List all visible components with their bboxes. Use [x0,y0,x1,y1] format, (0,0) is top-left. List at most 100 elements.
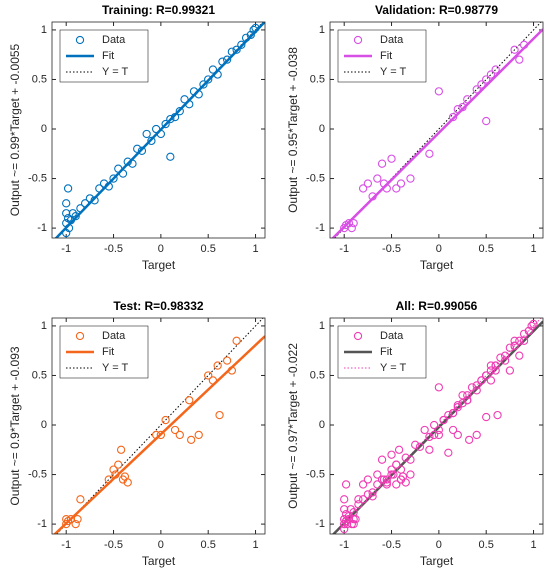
data-point [379,179,389,188]
fit-line [331,28,543,238]
data-point [486,376,496,385]
legend-marker [353,331,363,341]
x-tick-label: -0.5 [104,243,123,255]
y-tick-label: -0.5 [28,468,47,480]
data-point [382,184,391,193]
data-point [340,514,349,524]
x-tick-label: 0.5 [201,539,216,551]
x-tick-label: -1 [339,243,349,255]
legend-label: Data [380,330,404,342]
data-point [137,146,147,155]
legend-label: Y = T [102,362,128,374]
data-point [379,475,389,484]
data-point [472,85,481,94]
subplot: Training: R=0.99321 Target Output ~= 0.99*… [8,3,266,272]
data-point [482,371,491,380]
x-tick-label: 0 [436,243,442,255]
identity-line [334,22,542,238]
legend-marker [75,35,85,45]
y-tick-label: -1 [37,222,47,234]
data-point [80,199,90,208]
data-point [425,432,434,442]
data-point [368,488,377,497]
data-point [68,209,77,218]
x-tick-label: -0.5 [382,243,401,255]
x-tick-label: 1 [530,539,536,551]
legend-label: Y = T [102,66,128,78]
x-tick-label: -1 [61,243,71,255]
plot-content [331,22,543,238]
data-point [187,435,196,445]
axes-box [329,317,544,535]
legend-label: Fit [380,50,392,62]
data-point [373,174,382,183]
y-tick-label: 0 [41,123,47,135]
legend-label: Fit [102,50,114,62]
data-point [166,152,175,161]
data-point [351,514,360,524]
axes-box [51,21,266,239]
data-point [486,366,496,375]
y-tick-label: -1 [315,518,325,530]
data-point [227,47,237,56]
data-point [458,103,467,112]
data-point [519,40,529,49]
data-point [180,95,189,104]
y-tick-label: 0.5 [32,73,47,85]
data-point [358,480,368,489]
y-tick-label: 1 [41,24,47,36]
data-point [392,460,401,469]
data-point [347,223,356,233]
data-point [429,430,439,440]
data-point [109,174,118,183]
data-point [453,430,462,440]
data-point [344,514,354,524]
data-point [515,351,524,360]
data-point [358,184,368,193]
y-tick-label: 1 [41,320,47,332]
data-point [444,448,453,457]
data-point [114,164,123,173]
data-point [232,45,241,54]
y-tick-label: 0.5 [32,369,47,381]
data-point [406,470,415,479]
data-point [392,480,401,489]
data-point [123,478,132,487]
x-tick-label: -0.5 [382,539,401,551]
plot-content [53,318,265,534]
data-point [448,425,458,435]
data-point [63,184,73,193]
data-point [109,465,118,474]
data-point [215,410,224,420]
x-tick-label: 0.5 [479,243,494,255]
data-point [500,356,510,365]
data-point [415,442,425,451]
data-point [420,425,429,435]
legend-label: Data [380,34,404,46]
axes-box [329,21,544,239]
data-point [118,169,128,178]
data-point [463,391,472,400]
data-point [340,524,349,534]
y-tick-label: -1 [315,222,325,234]
data-point [213,361,222,370]
data-point [170,425,180,435]
data-point [527,321,536,331]
data-point [505,343,515,352]
data-point [377,159,387,168]
data-point [185,100,194,109]
data-point [349,218,358,228]
data-point [434,430,444,440]
data-point [161,119,170,129]
data-point [373,470,382,479]
subplot-title: Test: R=0.98332 [113,299,203,313]
data-point [486,70,496,79]
data-point [524,326,533,336]
data-point [406,174,415,183]
data-point [434,87,444,96]
plot-content [331,318,543,534]
data-point [133,144,142,153]
data-point [90,196,99,205]
